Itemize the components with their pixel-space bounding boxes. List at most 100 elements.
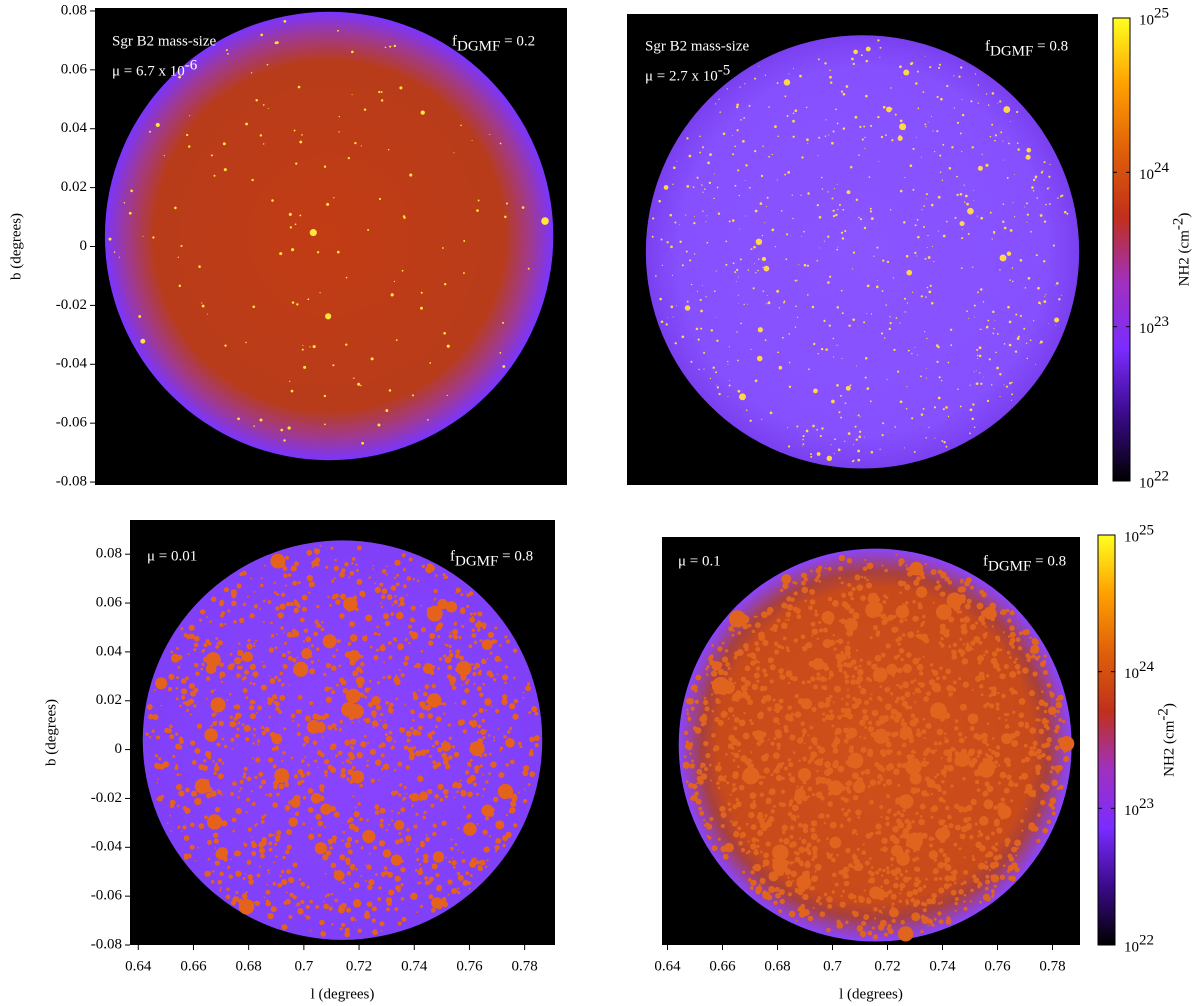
clump xyxy=(263,564,266,567)
clump xyxy=(801,235,803,237)
clump xyxy=(730,819,733,823)
annotation-sub: DGMF xyxy=(988,558,1031,574)
clump xyxy=(191,760,197,765)
clump xyxy=(832,701,835,704)
clump xyxy=(504,635,508,639)
clump xyxy=(487,810,495,817)
clump xyxy=(852,612,860,620)
clump xyxy=(465,770,470,775)
clump xyxy=(811,793,815,797)
clump xyxy=(882,422,885,425)
clump xyxy=(449,846,454,851)
clump xyxy=(495,709,500,714)
clump xyxy=(863,125,866,128)
clump xyxy=(899,887,903,891)
clump xyxy=(262,733,265,736)
clump xyxy=(1043,161,1046,164)
clump xyxy=(363,734,367,738)
clump xyxy=(219,847,223,851)
clump xyxy=(837,448,841,452)
clump xyxy=(495,820,505,830)
clump xyxy=(231,592,237,599)
clump xyxy=(355,563,358,567)
clump xyxy=(1014,664,1021,670)
clump xyxy=(350,738,357,745)
clump xyxy=(787,876,790,879)
clump xyxy=(991,238,993,240)
clump xyxy=(1029,339,1032,342)
clump xyxy=(353,811,360,818)
clump xyxy=(885,304,887,306)
colorbar-tick-label: 10 xyxy=(1139,475,1154,491)
clump xyxy=(831,399,835,404)
clump xyxy=(754,150,757,153)
clump xyxy=(975,370,977,371)
colorbar-tick-exponent: 22 xyxy=(1139,932,1154,948)
clump xyxy=(941,711,945,714)
clump xyxy=(756,679,760,683)
clump xyxy=(809,589,816,595)
clump xyxy=(1059,784,1064,790)
clump xyxy=(845,707,852,714)
clump xyxy=(278,783,285,790)
clump xyxy=(260,577,263,580)
clump xyxy=(942,824,948,830)
clump xyxy=(448,606,452,609)
clump xyxy=(972,266,974,268)
clump xyxy=(817,658,822,663)
clump xyxy=(832,209,835,212)
clump xyxy=(761,234,764,237)
clump xyxy=(525,685,531,692)
clump xyxy=(685,740,689,744)
clump xyxy=(142,235,144,237)
clump xyxy=(504,681,507,685)
clump xyxy=(880,730,883,734)
clump xyxy=(194,797,202,806)
clump xyxy=(267,600,272,605)
clump xyxy=(1055,701,1063,709)
clump xyxy=(727,666,731,671)
clump xyxy=(356,545,362,551)
annotation-text: = 0.8 xyxy=(1033,38,1068,54)
clump xyxy=(415,812,419,816)
clump xyxy=(734,651,740,657)
clump xyxy=(310,792,322,804)
clump xyxy=(1045,741,1051,748)
clump xyxy=(381,644,385,648)
clump xyxy=(778,307,780,309)
clump xyxy=(432,764,438,770)
clump xyxy=(893,348,896,352)
clump xyxy=(255,639,258,642)
clump xyxy=(1011,691,1014,695)
clump xyxy=(1034,764,1042,771)
clump xyxy=(468,749,472,752)
clump xyxy=(435,716,442,722)
clump xyxy=(829,670,834,675)
clump xyxy=(327,724,333,731)
clump xyxy=(944,856,951,863)
clump xyxy=(783,838,790,845)
clump xyxy=(1025,342,1028,345)
clump xyxy=(906,269,913,276)
clump xyxy=(817,58,820,61)
clump xyxy=(272,802,278,808)
clump xyxy=(377,423,381,427)
clump xyxy=(744,665,751,672)
clump xyxy=(709,659,715,666)
clump xyxy=(884,134,887,137)
clump xyxy=(899,123,907,131)
clump xyxy=(416,730,422,736)
clump xyxy=(451,860,457,866)
clump xyxy=(1023,743,1028,748)
clump xyxy=(938,887,945,894)
clump xyxy=(696,782,699,785)
clump xyxy=(394,559,401,566)
clump xyxy=(351,777,355,781)
clump xyxy=(930,749,936,755)
clump xyxy=(906,386,908,388)
clump xyxy=(923,757,926,761)
clump xyxy=(338,728,343,732)
clump xyxy=(725,240,728,243)
clump xyxy=(488,772,491,776)
clump xyxy=(928,679,936,686)
